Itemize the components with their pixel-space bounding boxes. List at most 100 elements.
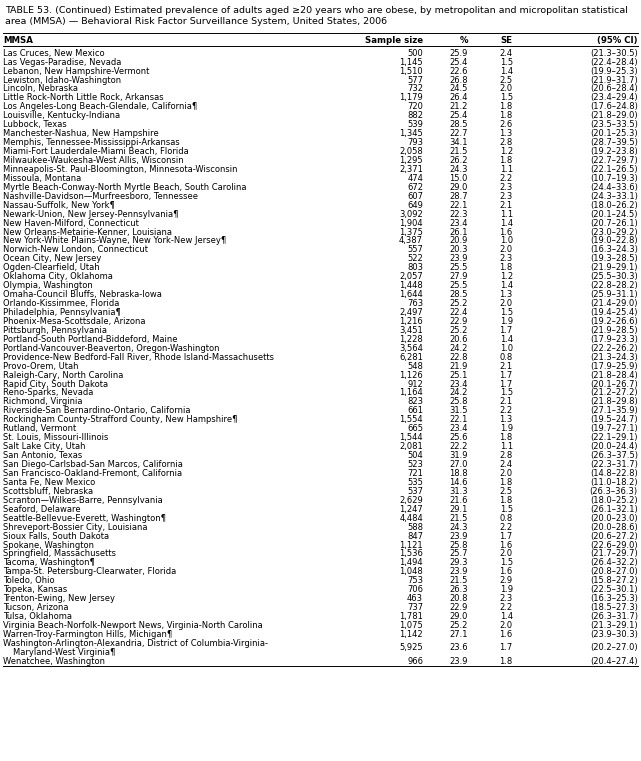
Text: (21.4–29.0): (21.4–29.0) — [590, 299, 638, 308]
Text: 2.2: 2.2 — [500, 603, 513, 612]
Text: 1.1: 1.1 — [500, 210, 513, 218]
Text: 22.6: 22.6 — [449, 66, 468, 75]
Text: 588: 588 — [407, 523, 423, 532]
Text: 2.6: 2.6 — [499, 120, 513, 129]
Text: Providence-New Bedford-Fall River, Rhode Island-Massachusetts: Providence-New Bedford-Fall River, Rhode… — [3, 353, 274, 361]
Text: 2.0: 2.0 — [500, 84, 513, 94]
Text: 966: 966 — [407, 657, 423, 666]
Text: Philadelphia, Pennsylvania¶: Philadelphia, Pennsylvania¶ — [3, 308, 121, 317]
Text: 22.1: 22.1 — [449, 201, 468, 210]
Text: (21.9–31.7): (21.9–31.7) — [590, 75, 638, 84]
Text: 522: 522 — [407, 254, 423, 263]
Text: (16.3–25.3): (16.3–25.3) — [590, 594, 638, 603]
Text: Tucson, Arizona: Tucson, Arizona — [3, 603, 69, 612]
Text: Tacoma, Washington¶: Tacoma, Washington¶ — [3, 559, 95, 568]
Text: Rapid City, South Dakota: Rapid City, South Dakota — [3, 380, 108, 389]
Text: 21.6: 21.6 — [449, 496, 468, 505]
Text: (20.6–27.2): (20.6–27.2) — [590, 532, 638, 540]
Text: 26.2: 26.2 — [449, 156, 468, 165]
Text: Memphis, Tennessee-Mississippi-Arkansas: Memphis, Tennessee-Mississippi-Arkansas — [3, 139, 180, 147]
Text: (19.7–27.1): (19.7–27.1) — [590, 425, 638, 433]
Text: (26.3–31.7): (26.3–31.7) — [590, 612, 638, 621]
Text: Ocean City, New Jersey: Ocean City, New Jersey — [3, 254, 101, 263]
Text: (25.9–31.1): (25.9–31.1) — [590, 290, 638, 299]
Text: 22.7: 22.7 — [449, 129, 468, 139]
Text: 15.0: 15.0 — [449, 174, 468, 183]
Text: 4,484: 4,484 — [399, 514, 423, 523]
Text: Spokane, Washington: Spokane, Washington — [3, 540, 94, 549]
Text: 1,216: 1,216 — [399, 317, 423, 326]
Text: (14.8–22.8): (14.8–22.8) — [590, 469, 638, 478]
Text: 26.4: 26.4 — [449, 94, 468, 103]
Text: 23.4: 23.4 — [449, 218, 468, 228]
Text: 2.2: 2.2 — [500, 523, 513, 532]
Text: (20.1–25.3): (20.1–25.3) — [590, 129, 638, 139]
Text: 1,554: 1,554 — [399, 416, 423, 425]
Text: 27.0: 27.0 — [449, 460, 468, 469]
Text: Oklahoma City, Oklahoma: Oklahoma City, Oklahoma — [3, 272, 113, 282]
Text: Louisville, Kentucky-Indiana: Louisville, Kentucky-Indiana — [3, 111, 121, 120]
Text: 14.6: 14.6 — [449, 478, 468, 487]
Text: (20.7–26.1): (20.7–26.1) — [590, 218, 638, 228]
Text: Myrtle Beach-Conway-North Myrtle Beach, South Carolina: Myrtle Beach-Conway-North Myrtle Beach, … — [3, 183, 247, 192]
Text: Richmond, Virginia: Richmond, Virginia — [3, 397, 83, 406]
Text: 27.9: 27.9 — [449, 272, 468, 282]
Text: 706: 706 — [407, 585, 423, 594]
Text: 661: 661 — [407, 406, 423, 416]
Text: Scranton—Wilkes-Barre, Pennsylvania: Scranton—Wilkes-Barre, Pennsylvania — [3, 496, 163, 505]
Text: 1.0: 1.0 — [500, 237, 513, 246]
Text: 1,544: 1,544 — [399, 433, 423, 442]
Text: New Orleans-Metairie-Kenner, Louisiana: New Orleans-Metairie-Kenner, Louisiana — [3, 228, 172, 237]
Text: 535: 535 — [407, 478, 423, 487]
Text: 29.1: 29.1 — [449, 505, 468, 514]
Text: (20.6–28.4): (20.6–28.4) — [590, 84, 638, 94]
Text: (23.4–29.4): (23.4–29.4) — [590, 94, 638, 103]
Text: 1.4: 1.4 — [500, 335, 513, 344]
Text: 803: 803 — [407, 263, 423, 272]
Text: Seaford, Delaware: Seaford, Delaware — [3, 505, 81, 514]
Text: 25.1: 25.1 — [449, 371, 468, 380]
Text: 1.9: 1.9 — [500, 425, 513, 433]
Text: 3,092: 3,092 — [399, 210, 423, 218]
Text: (22.6–29.0): (22.6–29.0) — [590, 540, 638, 549]
Text: 2.8: 2.8 — [499, 451, 513, 460]
Text: 22.8: 22.8 — [449, 353, 468, 361]
Text: 1.4: 1.4 — [500, 66, 513, 75]
Text: 1,247: 1,247 — [399, 505, 423, 514]
Text: (19.2–26.6): (19.2–26.6) — [590, 317, 638, 326]
Text: (22.3–31.7): (22.3–31.7) — [590, 460, 638, 469]
Text: 912: 912 — [407, 380, 423, 389]
Text: Rutland, Vermont: Rutland, Vermont — [3, 425, 76, 433]
Text: Tulsa, Oklahoma: Tulsa, Oklahoma — [3, 612, 72, 621]
Text: (16.3–24.3): (16.3–24.3) — [590, 246, 638, 254]
Text: New York-White Plains-Wayne, New York-New Jersey¶: New York-White Plains-Wayne, New York-Ne… — [3, 237, 226, 246]
Text: Trenton-Ewing, New Jersey: Trenton-Ewing, New Jersey — [3, 594, 115, 603]
Text: Nassau-Suffolk, New York¶: Nassau-Suffolk, New York¶ — [3, 201, 115, 210]
Text: 537: 537 — [407, 487, 423, 496]
Text: Provo-Orem, Utah: Provo-Orem, Utah — [3, 361, 79, 371]
Text: 2.1: 2.1 — [500, 201, 513, 210]
Text: 21.2: 21.2 — [449, 103, 468, 111]
Text: Portland-South Portland-Biddeford, Maine: Portland-South Portland-Biddeford, Maine — [3, 335, 178, 344]
Text: 2,058: 2,058 — [399, 147, 423, 156]
Text: 18.8: 18.8 — [449, 469, 468, 478]
Text: (21.2–27.2): (21.2–27.2) — [590, 389, 638, 397]
Text: 25.6: 25.6 — [449, 433, 468, 442]
Text: MMSA: MMSA — [3, 36, 33, 45]
Text: 1.7: 1.7 — [499, 371, 513, 380]
Text: 1.8: 1.8 — [499, 111, 513, 120]
Text: (20.0–24.4): (20.0–24.4) — [590, 442, 638, 451]
Text: 1.7: 1.7 — [499, 643, 513, 652]
Text: (21.8–28.4): (21.8–28.4) — [590, 371, 638, 380]
Text: Riverside-San Bernardino-Ontario, California: Riverside-San Bernardino-Ontario, Califo… — [3, 406, 191, 416]
Text: Maryland-West Virginia¶: Maryland-West Virginia¶ — [13, 648, 115, 657]
Text: Pittsburgh, Pennsylvania: Pittsburgh, Pennsylvania — [3, 326, 107, 335]
Text: Las Cruces, New Mexico: Las Cruces, New Mexico — [3, 49, 105, 58]
Text: 737: 737 — [407, 603, 423, 612]
Text: 1.9: 1.9 — [500, 585, 513, 594]
Text: 25.5: 25.5 — [449, 263, 468, 272]
Text: 1.1: 1.1 — [500, 165, 513, 174]
Text: 793: 793 — [407, 139, 423, 147]
Text: (23.0–29.2): (23.0–29.2) — [590, 228, 638, 237]
Text: 24.3: 24.3 — [449, 165, 468, 174]
